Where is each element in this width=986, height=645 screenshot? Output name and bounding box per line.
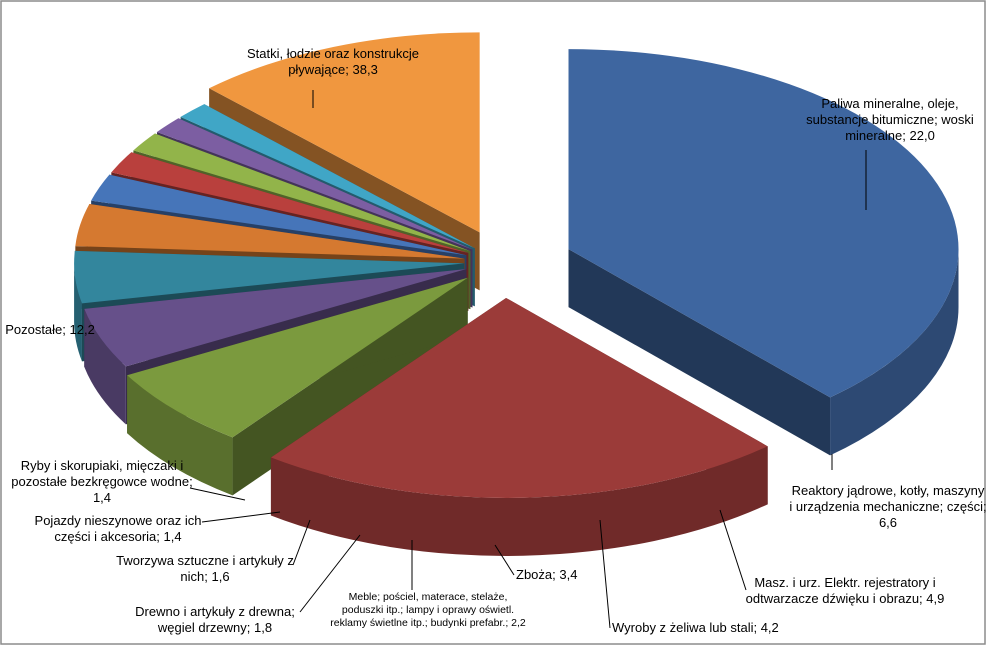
pie-slice-top [209,32,480,233]
pie-slice-top [133,133,471,252]
pie-slice [270,297,768,556]
data-label-line: Statki, łodzie oraz konstrukcje [247,46,419,61]
data-label: Reaktory jądrowe, kotły, maszyny i urządz… [789,483,986,530]
data-label-line: Zboża; 3,4 [516,567,577,582]
data-label-line: Masz. i urz. Elektr. rejestratory i [754,575,935,590]
pie-slices [74,32,959,556]
data-label: Masz. i urz. Elektr. rejestratory i odtwa… [746,575,945,606]
pie-slice-top [74,250,465,304]
pie-slice [127,277,468,496]
leader-line [599,519,611,629]
pie-slice [568,49,959,456]
pie-slice-wall [568,249,831,456]
leader-line [494,544,515,576]
pie-slice-top [270,297,768,498]
leader-line [189,487,246,501]
data-label-line: substancje bitumiczne; woski [806,112,974,127]
leader-line [292,519,311,566]
data-label: Paliwa mineralne, oleje, substancje bitum… [806,96,974,143]
data-label-line: Meble; pościel, materace, stelaże, [349,591,508,603]
data-label-line: reklamy świetlne itp.; budynki prefabr.;… [330,617,526,629]
data-label: Zboża; 3,4 [516,567,577,582]
pie-slice-side [830,249,959,456]
data-label: Statki, łodzie oraz konstrukcje pływające… [247,46,419,77]
data-label-line: węgiel drzewny; 1,8 [157,620,272,635]
pie-slice-top [568,49,959,398]
data-label-line: poduszki itp.; lampy i oprawy oświetl. [342,604,514,616]
pie-slice-top [111,152,469,253]
leader-line [299,534,361,613]
data-label: Pojazdy nieszynowe oraz ich części i akce… [35,513,202,544]
data-label-line: pozostałe bezkręgowce wodne; [11,474,192,489]
data-label-line: i urządzenia mechaniczne; części; [789,499,986,514]
pie-slice-top [127,277,468,438]
data-label-line: Paliwa mineralne, oleje, [821,96,958,111]
data-label: Pozostałe; 12,2 [5,322,95,337]
data-labels: Statki, łodzie oraz konstrukcje pływające… [5,46,986,635]
pie-slice-side [84,308,126,425]
data-label-line: Pojazdy nieszynowe oraz ich [35,513,202,528]
data-label: Drewno i artykuły z drewna; węgiel drzewn… [135,604,295,635]
pie-slice-top [91,174,467,256]
data-label-line: pływające; 38,3 [288,62,378,77]
data-label: Ryby i skorupiaki, mięczaki i pozostałe b… [11,458,192,505]
data-label-line: mineralne; 22,0 [845,128,935,143]
data-label: Wyroby z żeliwa lub stali; 4,2 [612,620,779,635]
pie-slice-side [127,375,233,496]
data-label-line: odtwarzacze dźwięku i obrazu; 4,9 [746,591,945,606]
pie-slice-side [74,263,82,362]
data-label-line: Ryby i skorupiaki, mięczaki i [21,458,184,473]
data-label-line: Drewno i artykuły z drewna; [135,604,295,619]
data-label-line: Wyroby z żeliwa lub stali; 4,2 [612,620,779,635]
label-leader-lines [189,90,867,629]
pie-slice-top [180,104,475,249]
pie-slice-top [156,118,473,250]
pie-slice-side [270,446,768,556]
data-label: Meble; pościel, materace, stelaże, podusz… [330,591,526,629]
data-label-line: nich; 1,6 [180,569,229,584]
data-label-line: Reaktory jądrowe, kotły, maszyny [792,483,985,498]
data-label-line: 1,4 [93,490,111,505]
leader-line [719,509,747,591]
pie-slice-top [75,204,465,259]
pie-slice-top [84,268,467,367]
data-label: Tworzywa sztuczne i artykuły z nich; 1,6 [116,553,294,584]
leader-line [201,511,281,523]
data-label-line: Tworzywa sztuczne i artykuły z [116,553,294,568]
data-label-line: części i akcesoria; 1,4 [54,529,181,544]
data-label-line: 6,6 [879,515,897,530]
data-label-line: Pozostałe; 12,2 [5,322,95,337]
